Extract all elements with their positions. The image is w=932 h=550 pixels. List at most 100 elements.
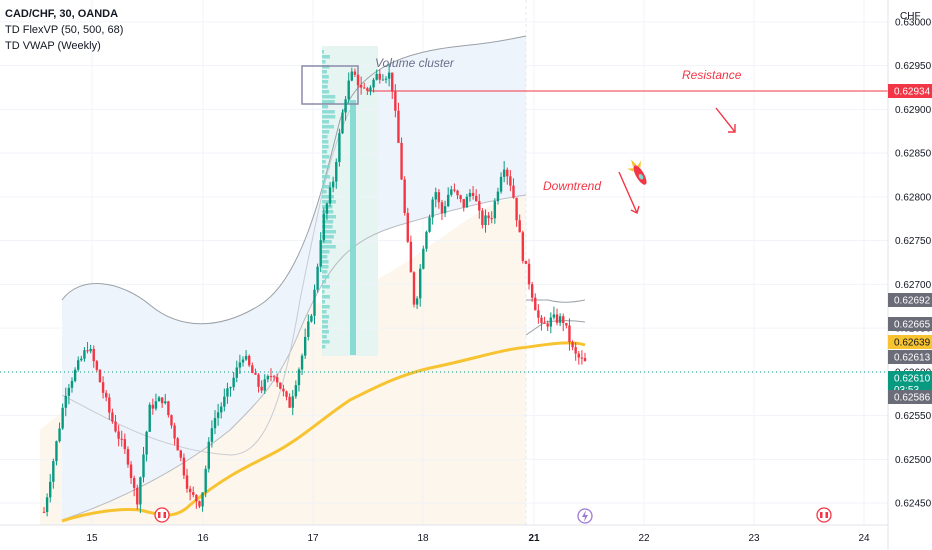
price-label-value: 0.62610 — [894, 374, 931, 385]
volume-profile-bar — [322, 90, 330, 94]
volume-profile-bar — [322, 335, 327, 339]
volume-profile-bar — [322, 180, 326, 184]
candle-body — [425, 231, 428, 249]
volume-profile-bar — [322, 295, 330, 299]
volume-profile-bar — [322, 260, 329, 264]
candle-body — [142, 454, 145, 478]
candle-body — [145, 431, 148, 455]
y-tick-label: 0.62500 — [895, 455, 932, 466]
volume-profile-bar — [322, 75, 329, 79]
candle-body — [288, 396, 291, 408]
candle-body — [272, 376, 276, 378]
candle-body — [300, 355, 304, 370]
candle-body — [179, 450, 183, 458]
candle-body — [176, 438, 179, 451]
candle-body — [64, 395, 67, 408]
candle-body — [285, 391, 288, 397]
candle-body — [347, 80, 350, 100]
candle-body — [518, 220, 521, 233]
candle-body — [450, 189, 453, 195]
volume-profile-bar — [322, 275, 330, 279]
candle-body — [160, 397, 164, 404]
indicator-vwap[interactable]: TD VWAP (Weekly) — [5, 40, 101, 52]
candle-body — [319, 240, 322, 267]
price-label-bg — [888, 293, 932, 307]
candle-body — [307, 321, 310, 337]
candle-body — [80, 358, 83, 361]
upper-band-line — [61, 35, 527, 325]
volume-profile-bar — [322, 340, 330, 344]
canada-flag-icon-1[interactable] — [154, 507, 170, 523]
candle-body — [471, 192, 475, 196]
candle-body — [384, 78, 388, 80]
downtrend-label: Downtrend — [543, 179, 601, 193]
candle-body — [341, 112, 344, 134]
y-tick-label: 0.62550 — [895, 411, 932, 422]
candle-body — [235, 367, 238, 378]
candle-body — [42, 511, 46, 513]
time-axis[interactable]: 15 16 17 18 21 22 23 24 — [86, 533, 870, 544]
candle-body — [67, 387, 71, 396]
price-label-bg — [888, 335, 932, 349]
candle-body — [422, 248, 425, 269]
y-tick-label: 0.62900 — [895, 105, 932, 116]
volume-profile-bar — [322, 315, 330, 319]
candle-body — [89, 348, 92, 352]
candle-body — [86, 350, 89, 352]
candle-body — [549, 317, 552, 327]
volume-profile-bar — [322, 50, 324, 54]
canada-flag-icon-2[interactable] — [816, 507, 832, 523]
candle-body — [583, 358, 587, 362]
candle-body — [263, 379, 266, 391]
price-label-bg — [888, 317, 932, 331]
candle-body — [453, 189, 456, 191]
price-labels: 0.62934 0.62692 0.62665 0.62639 0.62613 0.626… — [888, 84, 932, 404]
price-label-value: 0.62665 — [894, 320, 931, 331]
candle-body — [58, 428, 61, 442]
volume-profile-bar — [322, 130, 330, 134]
candle-body — [123, 439, 127, 450]
volume-profile-bar — [322, 310, 327, 314]
candle-body — [294, 385, 298, 397]
candle-body — [558, 316, 562, 323]
candle-body — [83, 350, 86, 359]
dividends-icon[interactable] — [577, 508, 593, 524]
candle-body — [213, 418, 217, 429]
candle-body — [397, 110, 400, 143]
volume-profile-bar — [322, 150, 328, 154]
candle-body — [468, 192, 472, 197]
candle-body — [61, 407, 64, 429]
price-label-value: 0.62586 — [894, 393, 931, 404]
volume-profile-bar — [322, 245, 336, 249]
volume-profile-bar — [322, 165, 330, 169]
volume-profile-bar — [322, 175, 330, 179]
y-tick-label: 0.62700 — [895, 280, 932, 291]
candle-body — [282, 388, 285, 392]
candle-body — [248, 355, 251, 366]
candle-body — [412, 272, 416, 305]
volume-profile-bar — [322, 330, 329, 334]
candle-body — [428, 217, 431, 232]
candle-body — [490, 218, 493, 220]
price-label-bg — [888, 390, 932, 404]
symbol-title[interactable]: CAD/CHF, 30, OANDA — [5, 8, 119, 20]
candle-body — [173, 425, 176, 439]
volume-profile-bar — [322, 185, 330, 189]
volume-profile-bar — [322, 60, 326, 64]
price-label-value: 0.62613 — [894, 353, 931, 364]
candle-body — [70, 380, 74, 388]
candle-body — [120, 438, 123, 440]
volume-profile-bar — [322, 325, 329, 329]
candle-body — [201, 492, 204, 507]
candle-body — [232, 377, 235, 388]
candle-body — [487, 215, 490, 219]
candle-body — [98, 369, 102, 383]
volume-profile-bar — [322, 305, 330, 309]
upper-band-right — [526, 299, 586, 303]
candle-body — [537, 310, 540, 318]
candle-body — [378, 73, 381, 80]
indicator-flexvp[interactable]: TD FlexVP (50, 500, 68) — [5, 24, 124, 36]
candle-body — [52, 461, 55, 482]
candle-body — [499, 176, 503, 192]
